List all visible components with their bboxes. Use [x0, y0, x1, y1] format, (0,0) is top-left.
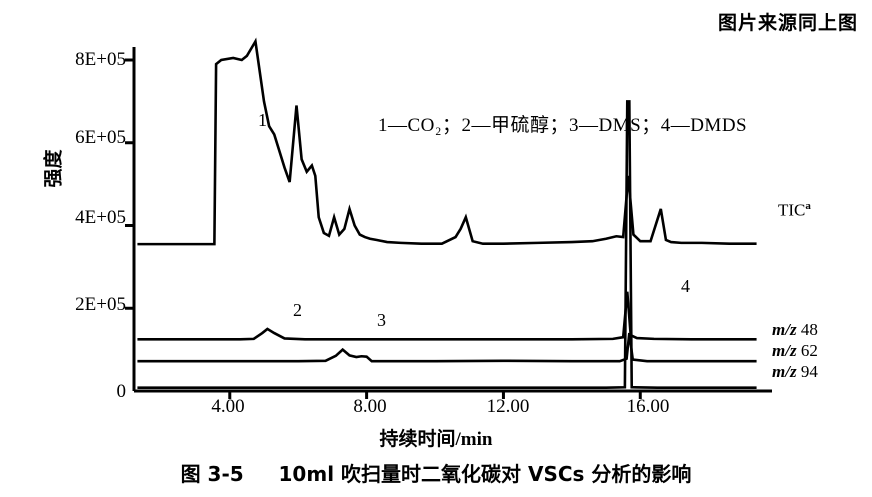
mz-prefix-94: m/z — [772, 362, 797, 381]
peak-label-3: 3 — [377, 310, 386, 330]
peak-legend: 1—CO₂；2—甲硫醇；3—DMS；4—DMDS — [378, 115, 748, 136]
trace-tic — [137, 37, 757, 246]
x-tick-16: 16.00 — [626, 396, 670, 417]
trace-m-z-94 — [137, 100, 757, 389]
figure-title: 10ml 吹扫量时二氧化碳对 VSCs 分析的影响 — [278, 462, 692, 486]
mz-prefix-48: m/z — [772, 320, 797, 339]
y-tick-4e5: 4E+05 — [75, 207, 126, 228]
trace-m-z-62 — [137, 332, 757, 363]
mz-value-62: 62 — [800, 341, 818, 360]
y-tick-6e5: 6E+05 — [75, 127, 126, 148]
x-tick-8: 8.00 — [353, 396, 387, 417]
y-tick-2e5: 2E+05 — [75, 294, 126, 315]
tic-superscript: a — [805, 200, 811, 212]
source-note: 图片来源同上图 — [717, 12, 858, 34]
mz-prefix-62: m/z — [772, 341, 797, 360]
trace-label-mz62: m/z 62 — [772, 341, 818, 361]
x-tick-12: 12.00 — [486, 396, 530, 417]
mz-value-94: 94 — [800, 362, 818, 381]
plot-axes — [125, 47, 772, 399]
trace-m-z-48 — [137, 291, 757, 341]
x-axis-title: 持续时间/min — [0, 424, 872, 451]
mz-value-48: 48 — [800, 320, 818, 339]
trace-label-tic: TICa — [778, 200, 811, 221]
y-tick-0: 0 — [116, 381, 127, 402]
trace-label-mz94: m/z 94 — [772, 362, 818, 382]
trace-label-mz48: m/z 48 — [772, 320, 818, 340]
peak-label-2: 2 — [293, 300, 302, 320]
x-axis-title-unit: /min — [455, 429, 493, 450]
y-tick-8e5: 8E+05 — [75, 49, 126, 70]
x-tick-4: 4.00 — [211, 396, 245, 417]
peak-label-4: 4 — [681, 276, 690, 296]
plot-traces — [137, 37, 757, 389]
peak-label-1: 1 — [258, 110, 267, 130]
figure-number: 图 3-5 — [180, 462, 244, 486]
x-axis-title-main: 持续时间 — [379, 428, 456, 450]
tic-text: TIC — [778, 200, 806, 220]
figure-caption: 图 3-5 10ml 吹扫量时二氧化碳对 VSCs 分析的影响 — [0, 458, 872, 487]
